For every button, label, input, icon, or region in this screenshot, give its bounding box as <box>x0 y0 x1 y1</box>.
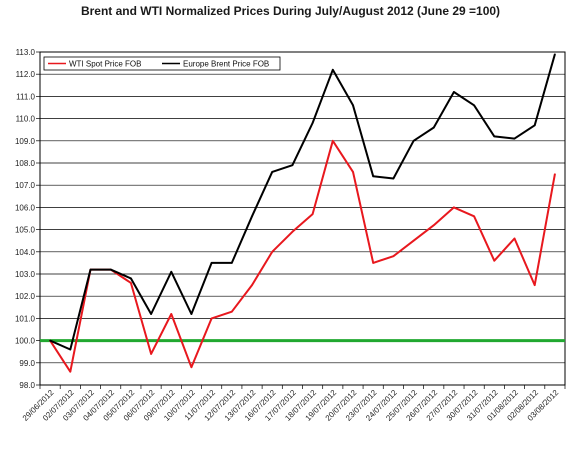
legend: WTI Spot Price FOB Europe Brent Price FOB <box>43 56 281 71</box>
data-point <box>473 215 475 218</box>
data-point <box>352 104 354 107</box>
data-point <box>392 255 395 258</box>
legend-label: Europe Brent Price FOB <box>183 60 269 69</box>
data-point <box>291 231 294 233</box>
data-point <box>554 173 556 175</box>
y-tick-label: 105.0 <box>15 226 36 235</box>
y-tick-label: 104.0 <box>15 248 36 257</box>
data-point <box>271 171 274 173</box>
data-point <box>311 213 314 215</box>
data-point <box>412 239 415 242</box>
data-point <box>231 262 233 264</box>
data-point <box>513 237 516 240</box>
data-point <box>291 164 294 167</box>
data-point <box>432 224 435 226</box>
legend-label: WTI Spot Price FOB <box>69 60 141 69</box>
data-point <box>331 140 334 142</box>
data-point <box>372 175 374 178</box>
data-point <box>311 122 314 124</box>
data-point <box>392 177 395 180</box>
y-tick-label: 111.0 <box>16 92 35 101</box>
grid-layer <box>40 51 565 386</box>
data-point <box>372 262 374 264</box>
x-axis: 29/06/201202/07/201203/07/201204/07/2012… <box>21 385 566 423</box>
data-point <box>210 317 213 320</box>
data-point <box>352 171 354 173</box>
data-point <box>513 137 516 140</box>
data-point <box>190 366 193 369</box>
data-point <box>331 68 334 71</box>
data-point <box>170 313 173 315</box>
data-point <box>69 348 72 351</box>
plot-area <box>39 51 566 386</box>
data-point <box>493 259 496 262</box>
y-tick-label: 103.0 <box>15 270 36 279</box>
data-point <box>533 124 536 127</box>
data-point <box>432 126 435 129</box>
y-tick-label: 109.0 <box>15 137 36 146</box>
data-point <box>554 53 556 56</box>
data-point <box>210 262 213 264</box>
data-point <box>69 370 72 373</box>
y-tick-label: 99.0 <box>19 359 35 368</box>
y-tick-label: 110.0 <box>16 115 36 124</box>
data-point <box>533 284 536 286</box>
data-point <box>170 270 173 273</box>
y-tick-label: 102.0 <box>15 292 36 301</box>
data-point <box>412 140 415 142</box>
data-point <box>493 135 496 138</box>
y-tick-label: 100.0 <box>15 337 36 346</box>
y-tick-label: 107.0 <box>15 181 36 190</box>
y-tick-label: 101.0 <box>15 314 36 323</box>
y-tick-label: 98.0 <box>19 381 35 390</box>
data-point <box>109 268 112 271</box>
data-point <box>453 91 455 93</box>
chart-title: Brent and WTI Normalized Prices During J… <box>80 4 501 18</box>
data-point <box>473 104 475 107</box>
y-tick-label: 108.0 <box>15 159 36 168</box>
series-line-wti <box>49 139 556 373</box>
y-axis: 98.0 99.0 100.0 101.0 102.0 103.0 104.0 105.0 10… <box>15 48 40 390</box>
data-point <box>251 215 253 218</box>
data-point <box>130 277 132 280</box>
y-tick-label: 113.0 <box>16 48 36 57</box>
data-point <box>150 353 152 355</box>
y-tick-label: 106.0 <box>15 203 36 212</box>
data-point <box>49 339 51 342</box>
data-point <box>150 313 152 315</box>
data-point <box>89 268 92 271</box>
y-tick-label: 112.0 <box>16 70 36 79</box>
data-point <box>231 310 233 313</box>
series-line-brent <box>49 53 556 351</box>
data-point <box>271 251 274 253</box>
series-layer <box>49 53 556 373</box>
data-point <box>453 206 455 209</box>
data-point <box>190 313 193 315</box>
data-point <box>251 284 253 286</box>
data-point <box>130 282 132 284</box>
